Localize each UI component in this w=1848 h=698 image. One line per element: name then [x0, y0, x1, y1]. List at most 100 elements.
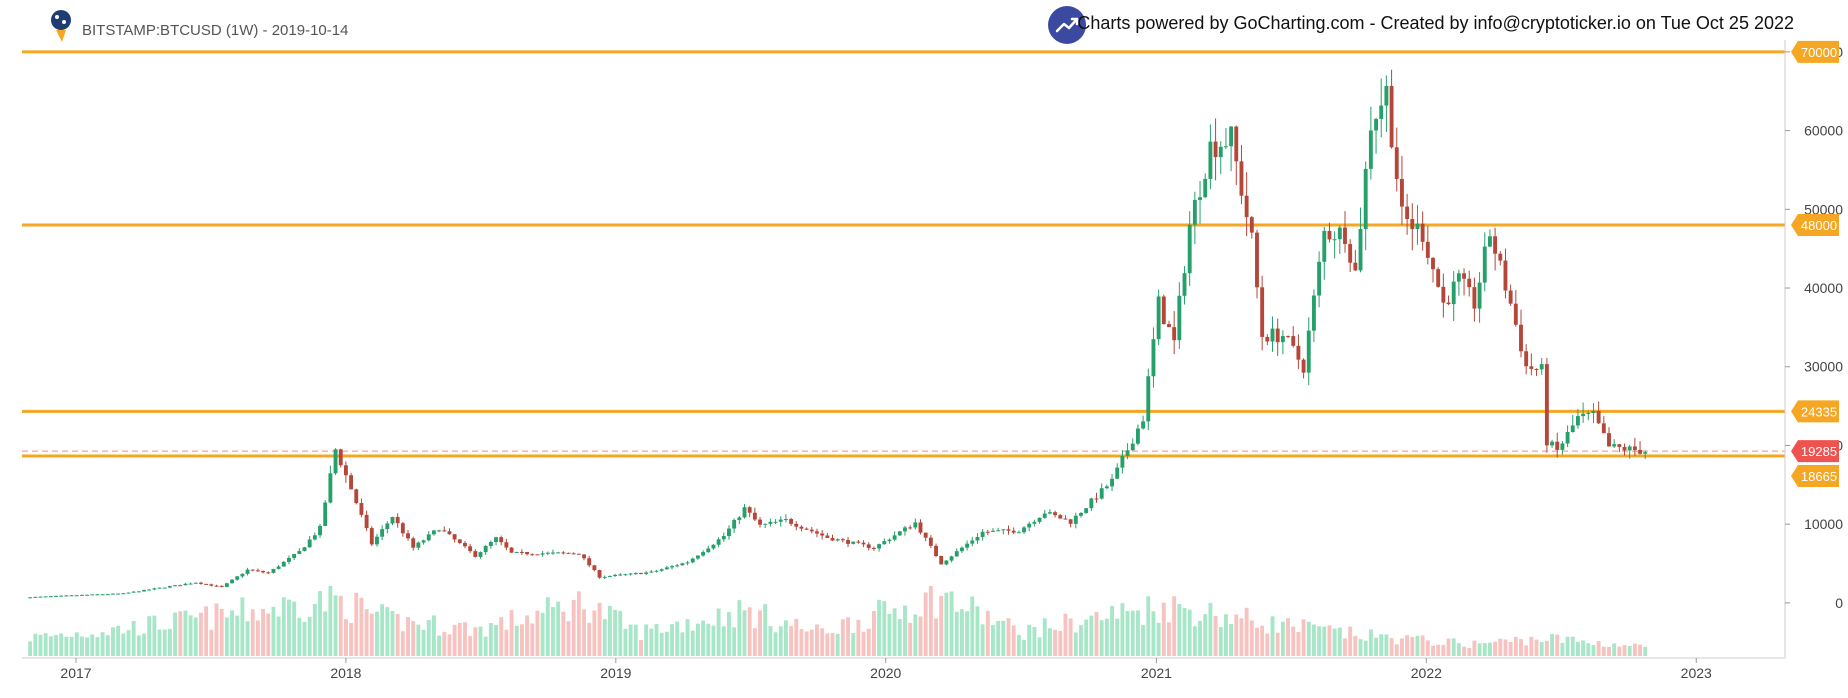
candle-body [1203, 178, 1208, 198]
volume-bar [840, 619, 845, 656]
candle-body [121, 593, 126, 595]
candle-body [266, 572, 271, 574]
volume-bar [1555, 634, 1560, 656]
candle-body [758, 519, 762, 525]
volume-bar [908, 622, 913, 656]
candle-body [607, 576, 612, 578]
volume-bars [28, 586, 1648, 656]
candle-body [1130, 443, 1135, 451]
volume-bar [1482, 642, 1487, 656]
volume-bar [1322, 626, 1327, 656]
candle-body [219, 585, 224, 587]
candle-body [64, 595, 69, 597]
volume-bar [504, 629, 509, 656]
volume-bar [199, 612, 203, 656]
volume-bar [1053, 629, 1058, 656]
candle-body [1177, 295, 1182, 341]
volume-bar [1037, 637, 1042, 656]
volume-bar [613, 609, 618, 656]
volume-bar [354, 592, 359, 656]
candle-body [302, 547, 307, 552]
volume-bar [338, 595, 343, 656]
candle-body [809, 529, 814, 532]
candle-body [54, 595, 58, 597]
candle-body [778, 519, 783, 522]
volume-bar [1415, 635, 1420, 656]
volume-bar [478, 626, 483, 656]
volume-bar [1203, 614, 1208, 656]
candle-body [1151, 339, 1156, 377]
candle-body [1099, 488, 1104, 499]
volume-bar [959, 609, 964, 656]
volume-bar [266, 613, 271, 656]
candle-body [897, 531, 902, 536]
gocharting-logo-icon[interactable] [1048, 6, 1086, 44]
volume-bar [287, 599, 291, 656]
candle-body [1260, 287, 1265, 337]
rocket-logo-icon [48, 8, 76, 44]
volume-bar [395, 614, 400, 656]
volume-bar [1565, 636, 1570, 656]
candle-body [1120, 455, 1125, 468]
candle-body [742, 507, 747, 518]
candle-body [540, 553, 545, 555]
volume-bar [1110, 606, 1114, 656]
volume-bar [597, 602, 602, 656]
volume-bar [152, 615, 157, 656]
candle-body [1172, 327, 1177, 341]
candle-body [1337, 227, 1342, 240]
candle-body [214, 585, 219, 587]
volume-bar [1229, 623, 1234, 656]
candle-body [576, 553, 581, 555]
candle-body [887, 539, 892, 542]
candle-body [1032, 521, 1037, 524]
level-18665-tag-bg [1791, 464, 1839, 487]
candle-body [804, 528, 809, 530]
candle-body [426, 534, 431, 541]
candle-body [380, 529, 385, 537]
volume-bar [1348, 626, 1353, 656]
candle-body [1073, 515, 1078, 524]
volume-bar [483, 636, 488, 656]
volume-bar [1280, 621, 1285, 656]
candle-body [1068, 519, 1073, 524]
candle-body [1519, 324, 1523, 352]
candle-body [328, 473, 333, 503]
volume-bar [457, 622, 462, 656]
volume-bar [1079, 625, 1083, 656]
candle-body [276, 566, 281, 569]
candle-body [1493, 236, 1498, 254]
candle-body [1280, 336, 1285, 343]
volume-bar [297, 617, 302, 656]
candle-body [463, 542, 467, 547]
candle-body [706, 548, 711, 553]
volume-bar [1472, 640, 1477, 656]
volume-bar [1544, 640, 1549, 656]
candle-body [602, 576, 607, 578]
candle-body [556, 552, 561, 554]
level-48000-tag-bg [1791, 214, 1839, 237]
volume-bar [607, 605, 612, 656]
volume-bar [1503, 639, 1508, 656]
candle-body [1275, 328, 1280, 343]
volume-bar [1612, 643, 1617, 656]
volume-bar [571, 600, 576, 656]
volume-bar [1301, 619, 1306, 656]
x-tick-label: 2021 [1141, 665, 1172, 681]
candle-body [913, 522, 918, 528]
volume-bar [778, 626, 783, 656]
volume-bar [1027, 624, 1032, 656]
volume-bar [235, 615, 240, 656]
candle-body [716, 539, 721, 545]
volume-bar [1115, 618, 1120, 656]
candle-body [1405, 206, 1410, 220]
candle-body [136, 591, 141, 593]
candle-body [1027, 523, 1032, 528]
volume-bar [742, 610, 747, 656]
candle-body [685, 562, 690, 564]
level-70000-tag-bg [1791, 40, 1839, 63]
volume-bar [1456, 643, 1461, 656]
volume-bar [727, 612, 731, 656]
volume-bar [670, 624, 674, 656]
volume-bar [157, 629, 162, 656]
